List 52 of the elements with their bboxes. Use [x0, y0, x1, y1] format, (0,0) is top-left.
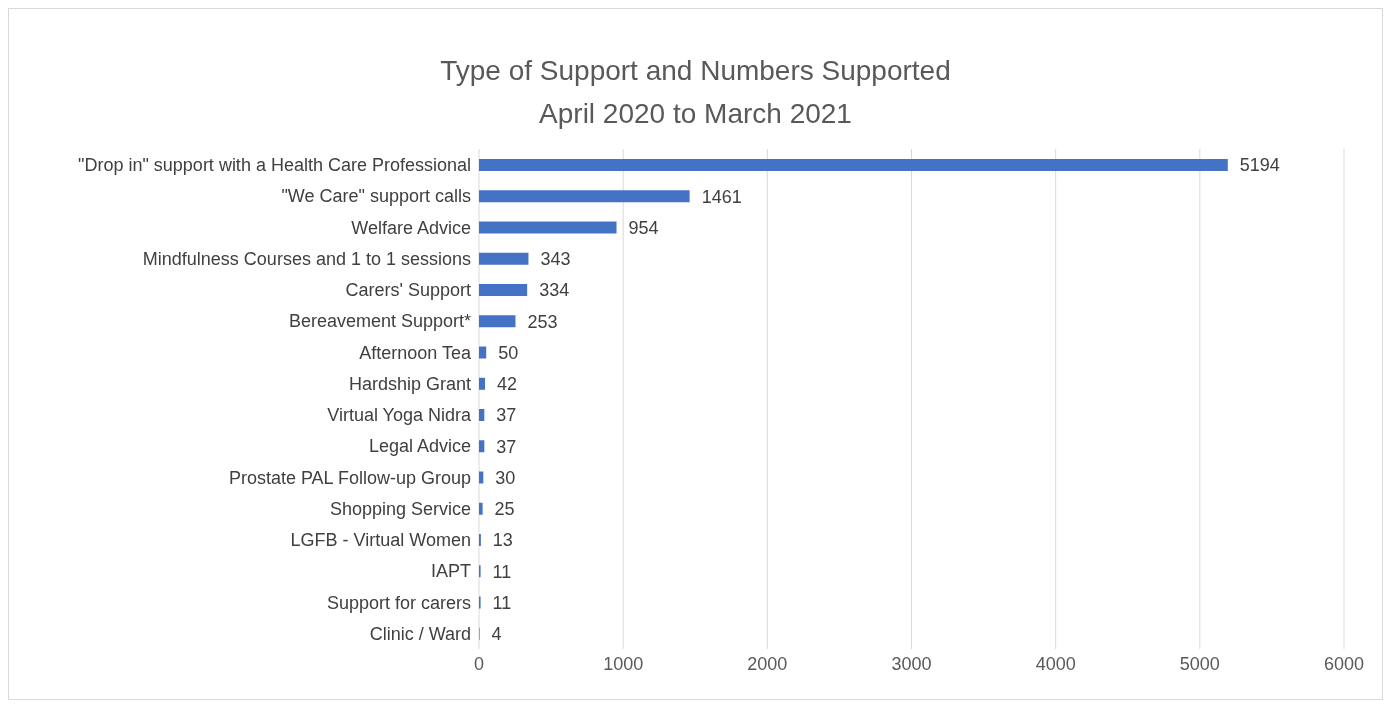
y-tick-label: Bereavement Support* [288, 311, 471, 332]
y-tick-label: Support for carers [326, 592, 471, 613]
data-label: 37 [496, 436, 517, 457]
bar [479, 377, 486, 390]
y-tick-label: "Drop in" support with a Health Care Professional [78, 155, 471, 176]
chart-title: Type of Support and Numbers Supported April 2020 to March 2021 [439, 54, 952, 131]
bar [479, 502, 483, 515]
bar [479, 284, 528, 296]
data-label: 343 [540, 249, 571, 270]
y-tick-label: IAPT [430, 561, 471, 582]
bar [479, 252, 529, 265]
bar [479, 346, 487, 359]
data-label: 5194 [1239, 155, 1280, 176]
data-label: 253 [527, 311, 558, 332]
data-label: 1461 [701, 186, 742, 207]
x-tick-label: 2000 [747, 653, 788, 674]
y-tick-label: Virtual Yoga Nidra [327, 405, 472, 426]
data-label: 25 [494, 499, 515, 520]
data-label: 11 [492, 592, 512, 613]
y-tick-label: Welfare Advice [351, 217, 471, 238]
x-tick-label: 6000 [1323, 653, 1365, 674]
data-label: 334 [539, 280, 570, 301]
data-label: 37 [496, 405, 517, 426]
y-tick-label: Prostate PAL Follow-up Group [228, 467, 471, 488]
data-label: 50 [498, 342, 519, 363]
y-tick-label: Mindfulness Courses and 1 to 1 sessions [142, 248, 471, 269]
data-label: 13 [492, 530, 513, 551]
y-tick-label: Afternoon Tea [359, 342, 472, 363]
y-tick-label: Shopping Service [329, 498, 471, 519]
x-tick-label: 1000 [603, 653, 644, 674]
x-tick-label: 4000 [1035, 653, 1076, 674]
bar [479, 315, 516, 328]
y-tick-label: Legal Advice [368, 436, 471, 457]
bar [479, 159, 1228, 171]
data-label: 30 [495, 467, 516, 488]
bar [479, 440, 485, 453]
y-tick-label: LGFB - Virtual Women [290, 530, 471, 551]
bar [479, 409, 485, 421]
data-label: 954 [628, 217, 659, 238]
data-label: 11 [492, 561, 512, 582]
x-tick-label: 3000 [891, 653, 932, 674]
y-tick-label: Hardship Grant [348, 373, 471, 394]
y-tick-label: Clinic / Ward [369, 623, 471, 644]
data-label: 42 [497, 374, 518, 395]
data-label: 4 [491, 624, 502, 645]
y-tick-label: "We Care" support calls [281, 186, 471, 207]
bar [479, 471, 484, 484]
x-tick-label: 5000 [1179, 653, 1220, 674]
bar [479, 221, 617, 234]
bar [479, 190, 690, 203]
x-tick-label: 0 [473, 653, 485, 674]
y-tick-label: Carers' Support [345, 280, 471, 301]
